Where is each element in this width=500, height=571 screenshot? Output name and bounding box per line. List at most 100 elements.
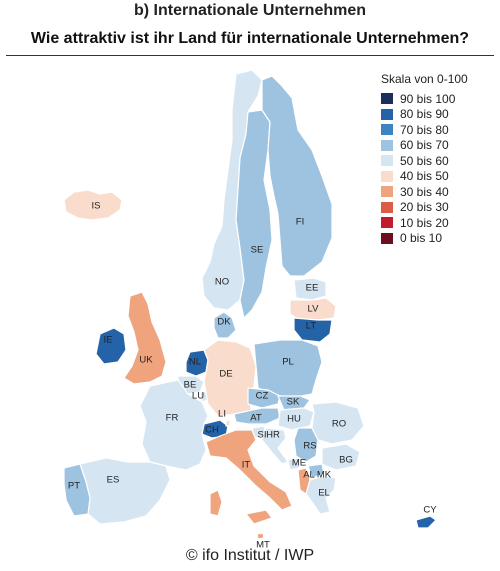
label-NO: NO [215, 277, 229, 288]
country-SK [277, 395, 311, 411]
label-PT: PT [68, 481, 80, 492]
country-EL [305, 475, 337, 515]
legend-swatch [381, 217, 393, 229]
legend-swatch [381, 201, 393, 213]
map-legend: Skala von 0-100 90 bis 100 80 bis 90 70 bi… [381, 72, 496, 246]
label-BG: BG [339, 455, 353, 466]
label-PL: PL [282, 357, 294, 368]
figure-subtitle: Wie attraktiv ist ihr Land für internati… [30, 30, 470, 47]
legend-item: 40 bis 50 [381, 169, 496, 185]
legend-label: 90 bis 100 [400, 91, 456, 106]
legend-item: 90 bis 100 [381, 91, 496, 107]
label-LT: LT [306, 321, 317, 332]
legend-label: 50 bis 60 [400, 153, 449, 168]
label-MK: MK [317, 470, 332, 481]
label-FR: FR [166, 413, 179, 424]
legend-label: 60 bis 70 [400, 138, 449, 153]
country-RO [311, 401, 365, 445]
label-ES: ES [107, 475, 120, 486]
label-FI: FI [296, 217, 304, 228]
legend-label: 30 bis 40 [400, 184, 449, 199]
label-IS: IS [92, 201, 101, 212]
country-IE [95, 327, 127, 365]
label-HU: HU [287, 414, 301, 425]
label-MT: MT [256, 540, 270, 551]
figure-title: b) Internationale Unternehmen [133, 2, 367, 19]
label-NL: NL [189, 357, 201, 368]
country-FI [261, 75, 333, 277]
legend-swatch [381, 155, 393, 167]
country-MK [307, 463, 325, 479]
label-SE: SE [251, 245, 264, 256]
label-IE: IE [104, 335, 113, 346]
label-IT: IT [242, 460, 251, 471]
label-LI: LI [218, 409, 226, 420]
country-ES [79, 457, 171, 525]
country-PL [253, 339, 323, 399]
label-SI: SI [258, 430, 267, 441]
label-RS: RS [303, 441, 316, 452]
legend-item: 20 bis 30 [381, 200, 496, 216]
title-divider [6, 55, 494, 56]
legend-item: 30 bis 40 [381, 184, 496, 200]
country-MT [256, 532, 265, 540]
label-AT: AT [250, 413, 262, 424]
legend-label: 70 bis 80 [400, 122, 449, 137]
country-LI [225, 419, 231, 427]
legend-item: 10 bis 20 [381, 215, 496, 231]
legend-swatch [381, 93, 393, 105]
label-HR: HR [266, 430, 280, 441]
legend-swatch [381, 186, 393, 198]
country-IT-sardinia [209, 489, 223, 517]
country-LV [289, 297, 337, 321]
legend-item: 80 bis 90 [381, 107, 496, 123]
legend-swatch [381, 124, 393, 136]
source-credit: © ifo Institut / IWP [185, 547, 315, 564]
legend-item: 50 bis 60 [381, 153, 496, 169]
country-DK [213, 311, 237, 339]
label-DK: DK [217, 317, 231, 328]
legend-title: Skala von 0-100 [381, 72, 468, 86]
legend-item: 0 bis 10 [381, 231, 496, 247]
label-BE: BE [184, 380, 197, 391]
label-ME: ME [292, 458, 306, 469]
legend-label: 80 bis 90 [400, 107, 449, 122]
legend-swatch [381, 170, 393, 182]
country-IT-sicily [245, 509, 273, 525]
country-FR [139, 379, 209, 471]
legend-swatch [381, 139, 393, 151]
label-CZ: CZ [256, 391, 269, 402]
label-SK: SK [287, 397, 300, 408]
legend-item: 70 bis 80 [381, 122, 496, 138]
country-LT [293, 317, 333, 343]
country-PT [63, 463, 91, 517]
label-EE: EE [306, 283, 319, 294]
legend-label: 20 bis 30 [400, 200, 449, 215]
label-AL: AL [303, 470, 315, 481]
country-IT [205, 429, 293, 511]
country-HU [277, 407, 315, 431]
label-RO: RO [332, 419, 346, 430]
legend-item: 60 bis 70 [381, 138, 496, 154]
country-IS [63, 189, 123, 221]
legend-label: 40 bis 50 [400, 169, 449, 184]
legend-swatch [381, 232, 393, 244]
country-CZ [247, 387, 281, 409]
label-DE: DE [219, 369, 232, 380]
country-UK [123, 291, 167, 385]
country-CY [415, 515, 437, 529]
label-LU: LU [192, 391, 204, 402]
label-EL: EL [318, 488, 330, 499]
country-ME [287, 457, 301, 471]
label-LV: LV [308, 304, 320, 315]
label-CY: CY [423, 505, 437, 516]
label-UK: UK [139, 355, 153, 366]
country-NO [201, 69, 263, 311]
label-CH: CH [205, 425, 219, 436]
legend-label: 0 bis 10 [400, 231, 443, 246]
legend-label: 10 bis 20 [400, 215, 449, 230]
country-EE [293, 277, 327, 301]
legend-swatch [381, 108, 393, 120]
